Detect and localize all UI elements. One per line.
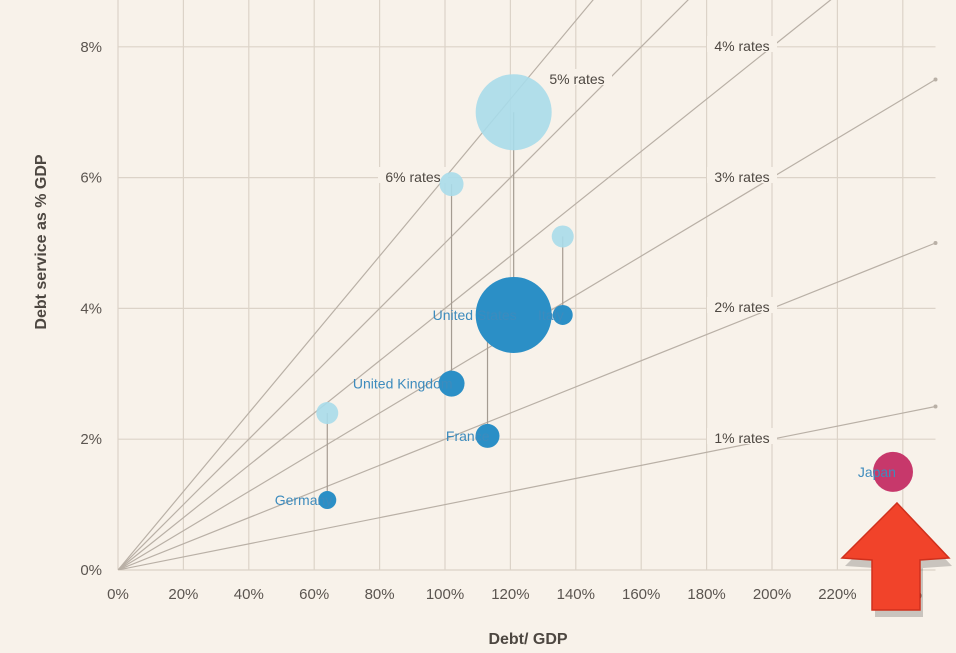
x-tick-label: 200% [753, 586, 791, 603]
rate-label-bg [707, 428, 777, 444]
rate-label-bg [378, 167, 448, 183]
projected-bubble [316, 402, 339, 425]
rate-label: 6% rates [385, 169, 440, 185]
red-up-arrow-icon [840, 501, 952, 617]
rate-label: 3% rates [714, 169, 769, 185]
country-label: France [446, 428, 490, 444]
x-tick-label: 60% [299, 586, 329, 603]
country-bubble [438, 370, 465, 397]
rate-label: 4% rates [714, 38, 769, 54]
arrow-body [840, 501, 951, 611]
rate-line-end-dot [933, 241, 938, 245]
rate-label-bg [707, 36, 777, 52]
rate-line [118, 242, 936, 570]
x-axis-title: Debt/ GDP [488, 631, 567, 648]
y-tick-label: 8% [80, 39, 102, 56]
country-label: Japan [858, 464, 896, 480]
rate-label: 2% rates [714, 299, 769, 315]
x-tick-label: 20% [168, 586, 198, 603]
y-tick-label: 6% [80, 170, 102, 187]
rate-label-bg [707, 297, 777, 313]
x-tick-label: 80% [365, 586, 395, 603]
rate-label-bg [542, 69, 612, 85]
country-bubble [475, 423, 500, 448]
rate-label: 1% rates [714, 430, 769, 446]
x-tick-label: 120% [491, 586, 529, 603]
x-tick-label: 140% [557, 586, 595, 603]
rate-line [118, 0, 689, 570]
rate-label: 5% rates [549, 71, 604, 87]
x-tick-label: 160% [622, 586, 660, 603]
country-bubble [872, 451, 913, 492]
country-bubble [318, 491, 337, 510]
country-label: United States [433, 307, 517, 323]
projected-bubble [551, 225, 574, 248]
country-bubble [552, 304, 573, 325]
x-tick-label: 180% [687, 586, 725, 603]
x-tick-label: 0% [107, 586, 129, 603]
rate-line [118, 0, 832, 570]
country-bubble [475, 276, 552, 353]
x-tick-label: 100% [426, 586, 464, 603]
rate-line [118, 405, 936, 570]
y-tick-label: 4% [80, 300, 102, 317]
rate-label-bg [707, 167, 777, 183]
x-tick-label: 220% [818, 586, 856, 603]
projected-bubble [439, 172, 464, 197]
y-axis-title: Debt service as % GDP [33, 154, 50, 330]
projected-bubble [475, 74, 552, 151]
country-label: Germany [275, 492, 333, 508]
country-label: United Kingdom [353, 376, 453, 392]
x-tick-label: 40% [234, 586, 264, 603]
rate-line-end-dot [933, 77, 938, 82]
y-tick-label: 2% [80, 431, 102, 448]
country-label: Italy [538, 307, 564, 323]
rate-line-end-dot [933, 404, 938, 409]
y-tick-label: 0% [80, 562, 102, 579]
